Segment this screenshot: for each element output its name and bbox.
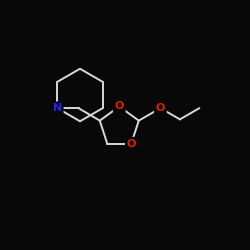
Text: O: O xyxy=(127,138,136,148)
Text: O: O xyxy=(114,102,124,112)
Text: O: O xyxy=(156,103,165,113)
Text: N: N xyxy=(53,103,62,113)
